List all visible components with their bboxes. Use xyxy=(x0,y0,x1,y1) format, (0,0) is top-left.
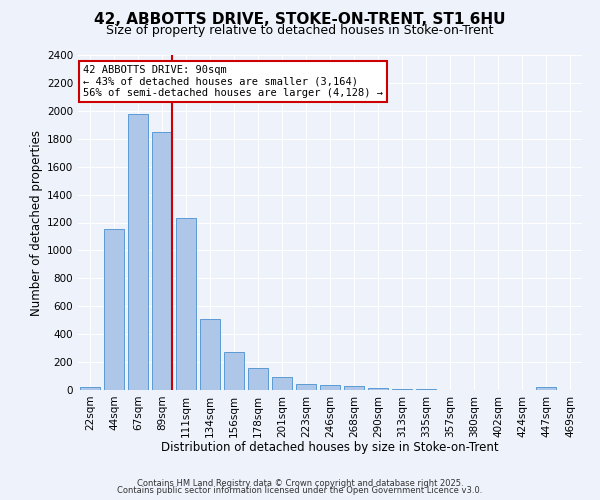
Bar xyxy=(344,386,364,390)
Text: Size of property relative to detached houses in Stoke-on-Trent: Size of property relative to detached ho… xyxy=(106,24,494,37)
Text: Contains HM Land Registry data © Crown copyright and database right 2025.: Contains HM Land Registry data © Crown c… xyxy=(137,478,463,488)
Text: 42, ABBOTTS DRIVE, STOKE-ON-TRENT, ST1 6HU: 42, ABBOTTS DRIVE, STOKE-ON-TRENT, ST1 6… xyxy=(94,12,506,28)
Bar xyxy=(320,385,340,390)
Bar xyxy=(104,229,124,390)
Bar xyxy=(176,218,196,390)
Bar xyxy=(392,389,412,390)
Bar xyxy=(296,384,316,390)
Bar xyxy=(224,352,244,390)
Bar xyxy=(152,132,172,390)
Bar xyxy=(200,319,220,390)
Bar xyxy=(272,378,292,390)
Bar xyxy=(248,368,268,390)
Bar xyxy=(80,387,100,390)
X-axis label: Distribution of detached houses by size in Stoke-on-Trent: Distribution of detached houses by size … xyxy=(161,441,499,454)
Bar xyxy=(128,114,148,390)
Y-axis label: Number of detached properties: Number of detached properties xyxy=(30,130,43,316)
Text: 42 ABBOTTS DRIVE: 90sqm
← 43% of detached houses are smaller (3,164)
56% of semi: 42 ABBOTTS DRIVE: 90sqm ← 43% of detache… xyxy=(83,65,383,98)
Bar xyxy=(536,388,556,390)
Text: Contains public sector information licensed under the Open Government Licence v3: Contains public sector information licen… xyxy=(118,486,482,495)
Bar xyxy=(368,388,388,390)
